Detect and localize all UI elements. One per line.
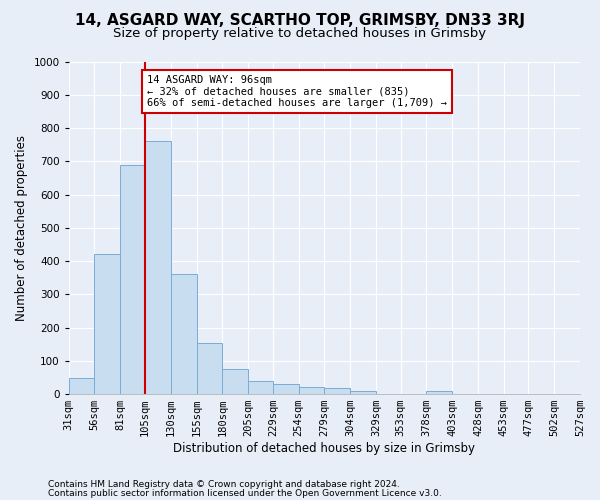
Bar — [120, 164, 145, 394]
Bar — [197, 342, 223, 394]
Bar — [145, 142, 171, 394]
Text: 14, ASGARD WAY, SCARTHO TOP, GRIMSBY, DN33 3RJ: 14, ASGARD WAY, SCARTHO TOP, GRIMSBY, DN… — [75, 12, 525, 28]
Bar — [223, 369, 248, 394]
Y-axis label: Number of detached properties: Number of detached properties — [15, 135, 28, 321]
Bar — [248, 381, 273, 394]
X-axis label: Distribution of detached houses by size in Grimsby: Distribution of detached houses by size … — [173, 442, 475, 455]
Bar — [350, 391, 376, 394]
Bar — [171, 274, 197, 394]
Bar — [273, 384, 299, 394]
Bar — [325, 388, 350, 394]
Text: Contains public sector information licensed under the Open Government Licence v3: Contains public sector information licen… — [48, 490, 442, 498]
Bar — [299, 388, 325, 394]
Text: Contains HM Land Registry data © Crown copyright and database right 2024.: Contains HM Land Registry data © Crown c… — [48, 480, 400, 489]
Text: Size of property relative to detached houses in Grimsby: Size of property relative to detached ho… — [113, 28, 487, 40]
Bar — [69, 378, 94, 394]
Text: 14 ASGARD WAY: 96sqm
← 32% of detached houses are smaller (835)
66% of semi-deta: 14 ASGARD WAY: 96sqm ← 32% of detached h… — [147, 75, 447, 108]
Bar — [94, 254, 120, 394]
Bar — [427, 391, 452, 394]
